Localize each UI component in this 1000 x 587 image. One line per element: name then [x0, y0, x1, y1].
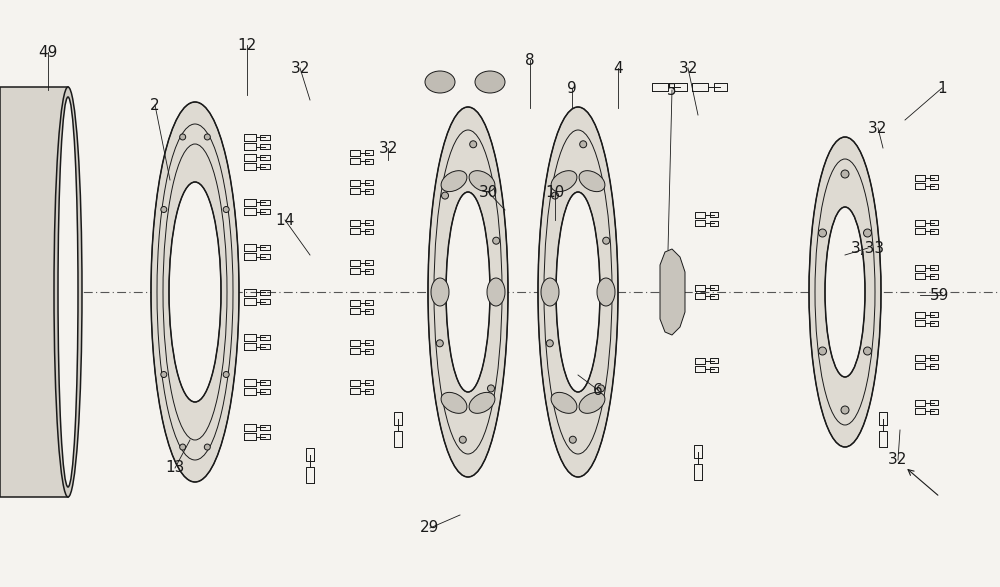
Ellipse shape	[425, 71, 455, 93]
Ellipse shape	[442, 192, 449, 199]
Ellipse shape	[546, 340, 553, 347]
Ellipse shape	[151, 102, 239, 482]
Text: 8: 8	[525, 52, 535, 68]
Ellipse shape	[441, 171, 467, 191]
Text: 13: 13	[165, 460, 185, 475]
Ellipse shape	[446, 192, 490, 392]
Ellipse shape	[579, 171, 605, 191]
Ellipse shape	[441, 392, 467, 413]
Ellipse shape	[603, 237, 610, 244]
Ellipse shape	[470, 141, 477, 148]
Ellipse shape	[204, 134, 210, 140]
Ellipse shape	[551, 392, 577, 413]
Text: 32: 32	[678, 60, 698, 76]
Ellipse shape	[818, 347, 826, 355]
Text: 12: 12	[237, 38, 257, 52]
Text: 32: 32	[378, 140, 398, 156]
Ellipse shape	[469, 392, 495, 413]
Text: 2: 2	[150, 97, 160, 113]
Ellipse shape	[180, 134, 186, 140]
Ellipse shape	[428, 107, 508, 477]
Text: 32: 32	[868, 120, 888, 136]
Ellipse shape	[469, 171, 495, 191]
Text: 30: 30	[478, 184, 498, 200]
Text: 14: 14	[275, 212, 295, 228]
Ellipse shape	[487, 278, 505, 306]
Ellipse shape	[161, 207, 167, 212]
Ellipse shape	[487, 385, 494, 392]
Ellipse shape	[809, 137, 881, 447]
Text: 29: 29	[420, 521, 440, 535]
Text: 9: 9	[567, 80, 577, 96]
Ellipse shape	[204, 444, 210, 450]
Text: 6: 6	[593, 383, 603, 397]
Text: 32: 32	[888, 453, 908, 467]
Ellipse shape	[54, 87, 82, 497]
Ellipse shape	[597, 385, 604, 392]
Text: 5: 5	[667, 83, 677, 97]
Ellipse shape	[223, 207, 229, 212]
Ellipse shape	[551, 171, 577, 191]
Ellipse shape	[569, 436, 576, 443]
Ellipse shape	[579, 392, 605, 413]
Text: 1: 1	[937, 80, 947, 96]
Polygon shape	[0, 87, 68, 497]
Ellipse shape	[825, 207, 865, 377]
Text: 59: 59	[930, 288, 950, 302]
Ellipse shape	[436, 340, 443, 347]
Ellipse shape	[552, 192, 559, 199]
Ellipse shape	[841, 406, 849, 414]
Text: 32: 32	[290, 60, 310, 76]
Ellipse shape	[475, 71, 505, 93]
Text: 4: 4	[613, 60, 623, 76]
Ellipse shape	[223, 372, 229, 377]
Ellipse shape	[818, 229, 826, 237]
Ellipse shape	[180, 444, 186, 450]
Ellipse shape	[459, 436, 466, 443]
Ellipse shape	[161, 372, 167, 377]
Text: 49: 49	[38, 45, 58, 59]
Ellipse shape	[580, 141, 587, 148]
Ellipse shape	[169, 182, 221, 402]
Ellipse shape	[864, 229, 872, 237]
Ellipse shape	[864, 347, 872, 355]
Ellipse shape	[841, 170, 849, 178]
Ellipse shape	[58, 97, 78, 487]
Ellipse shape	[538, 107, 618, 477]
Ellipse shape	[431, 278, 449, 306]
Ellipse shape	[556, 192, 600, 392]
Ellipse shape	[493, 237, 500, 244]
Text: 3,33: 3,33	[851, 241, 885, 255]
Polygon shape	[660, 249, 685, 335]
Ellipse shape	[541, 278, 559, 306]
Text: 10: 10	[545, 184, 565, 200]
Ellipse shape	[597, 278, 615, 306]
